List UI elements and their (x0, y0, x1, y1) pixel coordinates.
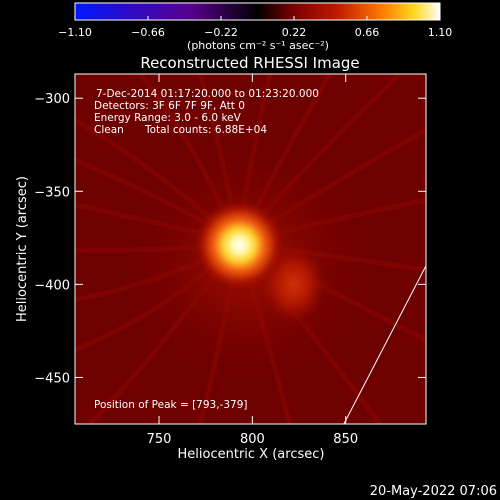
method-label: Clean (94, 124, 124, 136)
colorbar-tick-label: −0.66 (131, 26, 165, 39)
x-axis-ticks: 750 800 850 (147, 74, 358, 447)
y-axis-ticks: −300 −350 −400 −450 (34, 92, 426, 386)
x-axis-label: Heliocentric X (arcsec) (178, 447, 325, 462)
x-tick-label: 750 (147, 432, 172, 447)
x-tick-label: 800 (240, 432, 265, 447)
total-counts-label: Total counts: 6.88E+04 (144, 124, 267, 136)
y-tick-label: −450 (34, 371, 70, 386)
solar-limb-line (343, 265, 426, 424)
y-tick-label: −350 (34, 185, 70, 200)
colorbar-ticks: −1.10 −0.66 −0.22 0.22 0.66 1.10 (58, 16, 452, 39)
colorbar-unit-label: (photons cm⁻² s⁻¹ asec⁻²) (187, 39, 329, 52)
footer-date: 20-May-2022 07:06 (370, 484, 497, 499)
colorbar-tick-label: 0.22 (282, 26, 307, 39)
colorbar-tick-label: −0.22 (204, 26, 238, 39)
colorbar-tick-label: −1.10 (58, 26, 92, 39)
colorbar-tick-label: 0.66 (355, 26, 380, 39)
y-axis-label: Heliocentric Y (arcsec) (15, 176, 30, 322)
peak-position-label: Position of Peak = [793,-379] (94, 399, 248, 411)
chart-title: Reconstructed RHESSI Image (140, 54, 359, 72)
image-panel (75, 74, 426, 424)
x-tick-label: 850 (333, 432, 358, 447)
y-tick-label: −300 (34, 92, 70, 107)
detectors-label: Detectors: 3F 6F 7F 9F, Att 0 (94, 100, 245, 112)
plot-frame (74, 73, 427, 425)
time-range-label: 7-Dec-2014 01:17:20.000 to 01:23:20.000 (96, 88, 319, 100)
colorbar (74, 2, 441, 21)
energy-range-label: Energy Range: 3.0 - 6.0 keV (94, 112, 242, 124)
y-tick-label: −400 (34, 278, 70, 293)
main-source (193, 199, 286, 292)
colorbar-tick-label: 1.10 (428, 26, 453, 39)
